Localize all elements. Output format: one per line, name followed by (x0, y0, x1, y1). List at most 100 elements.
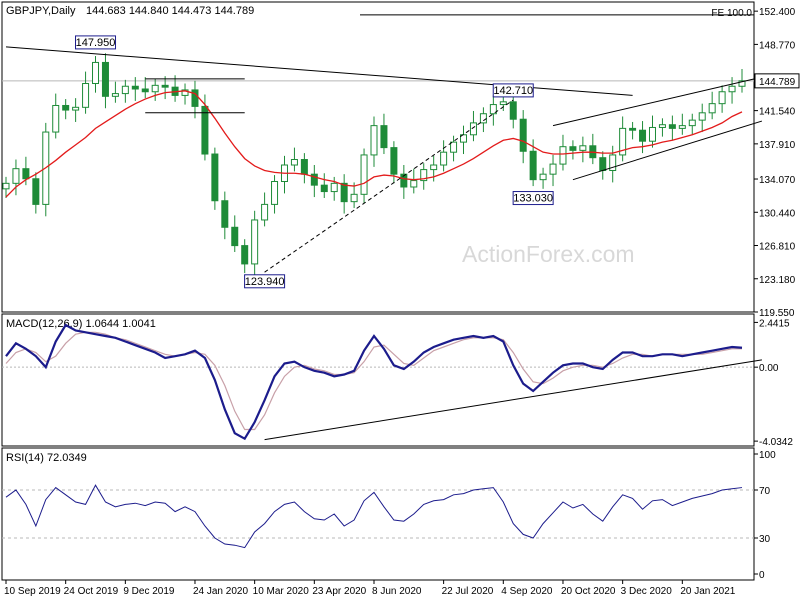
candle-body (559, 146, 567, 165)
price-label: 142.710 (493, 85, 533, 97)
candle-body (191, 89, 199, 107)
candle-body (688, 119, 696, 127)
candle-body (320, 184, 328, 193)
candle-body (251, 219, 259, 265)
price-axis-label: 152.400 (759, 7, 796, 18)
macd-panel-frame (1, 313, 755, 447)
candle-body (310, 173, 318, 186)
candle-body (261, 203, 269, 221)
candle-body (549, 163, 557, 175)
candle-body (658, 124, 666, 128)
candle-body (161, 84, 169, 88)
macd-signal-line (5, 331, 743, 431)
candle-body (400, 173, 408, 188)
macd-panel[interactable]: MACD(12,26,9) 1.0644 1.0041 2.4415 0.00 -4… (1, 313, 793, 448)
fe-label: FE 100.0 (711, 8, 752, 19)
candle-body (529, 150, 537, 181)
candle-body (668, 124, 676, 129)
candle-body (82, 83, 90, 108)
price-label: 147.950 (76, 37, 116, 49)
macd-line (5, 323, 743, 441)
price-axis-label: 119.550 (759, 308, 795, 319)
x-axis-label: 24 Jan 2020 (193, 586, 248, 597)
candle-body (569, 146, 577, 151)
watermark: ActionForex.com (462, 241, 635, 267)
candle-body (340, 182, 348, 203)
candle-body (22, 168, 30, 180)
candle-body (410, 180, 418, 188)
candle-body (141, 88, 149, 93)
price-axis-label: 123.180 (759, 275, 796, 286)
candle-body (380, 125, 388, 149)
x-axis-label: 8 Jun 2020 (372, 586, 422, 597)
candle-body (300, 159, 308, 175)
price-panel-frame (1, 1, 755, 313)
macd-trendline (264, 359, 762, 441)
candle-body (121, 85, 129, 95)
candle-body (131, 85, 139, 90)
candle-body (489, 104, 497, 115)
candle-body (92, 61, 100, 85)
candle-body (728, 85, 736, 93)
x-axis-label: 24 Oct 2019 (64, 586, 119, 597)
price-label-box (75, 35, 117, 50)
candle-body (509, 101, 517, 120)
candle-body (350, 193, 358, 203)
candle-body (231, 226, 239, 247)
candle-body (678, 125, 686, 129)
candle-body (330, 182, 338, 193)
candle-body (12, 168, 20, 184)
price-label-box (244, 274, 286, 289)
price-axis-label: 130.440 (759, 208, 796, 219)
price-trendline (552, 76, 763, 127)
candle-body (151, 84, 159, 93)
candle-body (201, 105, 209, 155)
price-title: GBPJPY,Daily (6, 5, 76, 17)
candle-body (62, 104, 70, 111)
last-price-badge (754, 73, 800, 89)
x-axis-label: 4 Sep 2020 (501, 586, 553, 597)
candle-body (241, 245, 249, 265)
candle-body (579, 145, 587, 151)
x-axis-label: 9 Dec 2019 (123, 586, 175, 597)
rsi-panel[interactable]: RSI(14) 72.0349 100 70 30 0 (1, 447, 776, 581)
candle-body (430, 164, 438, 171)
candle-body (181, 89, 189, 96)
candle-body (440, 151, 448, 166)
candle-body (648, 126, 656, 142)
candle-body (499, 101, 507, 106)
price-axis-label: 126.810 (759, 242, 796, 253)
price-label: 123.940 (245, 276, 285, 288)
rsi-line (5, 484, 743, 549)
rsi-axis-label: 100 (759, 450, 776, 461)
price-trendline (264, 99, 514, 273)
x-axis: 10 Sep 2019 24 Oct 2019 9 Dec 2019 24 Jan 2… (4, 580, 736, 597)
x-axis-label: 23 Apr 2020 (312, 586, 366, 597)
candle-body (708, 103, 716, 114)
price-panel[interactable]: GBPJPY,Daily 144.683 144.840 144.473 144… (1, 1, 800, 319)
rsi-title: RSI(14) 72.0349 (6, 452, 87, 464)
candle-body (519, 118, 527, 152)
candle-body (479, 113, 487, 124)
price-axis-label: 141.540 (759, 107, 796, 118)
candle-body (599, 157, 607, 172)
rsi-axis-label: 70 (759, 486, 771, 497)
macd-axis-label: -4.0342 (759, 437, 793, 448)
x-axis-label: 20 Oct 2020 (561, 586, 616, 597)
macd-axis-label: 2.4415 (759, 318, 790, 329)
x-axis-label: 10 Sep 2019 (4, 586, 61, 597)
rsi-panel-frame (1, 447, 755, 581)
candle-body (539, 173, 547, 181)
price-label: 133.030 (513, 193, 553, 205)
candle-body (420, 169, 428, 182)
x-axis-label: 20 Jan 2021 (680, 586, 735, 597)
rsi-axis-label: 0 (759, 570, 765, 581)
candle-body (619, 127, 627, 156)
candle-body (469, 122, 477, 136)
candle-body (221, 200, 229, 228)
candle-body (72, 106, 80, 111)
price-axis-label: 137.910 (759, 140, 796, 151)
price-axis-label: 144.789 (759, 77, 796, 88)
